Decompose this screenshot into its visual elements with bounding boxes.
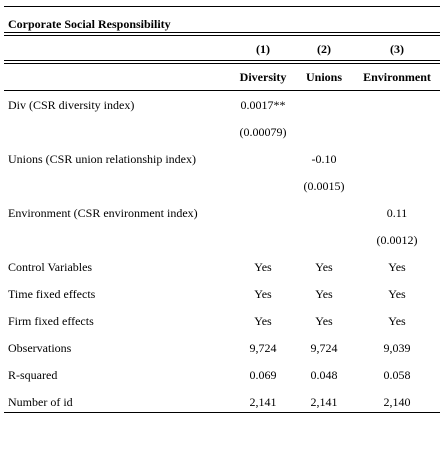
- row-label: Control Variables: [8, 260, 93, 274]
- col-name-diversity: Diversity: [239, 70, 287, 84]
- row-label: R-squared: [8, 368, 58, 382]
- row-label: Unions (CSR union relationship index): [8, 152, 196, 166]
- table-cell: -0.10: [311, 152, 337, 166]
- header-rule-1: [4, 60, 440, 61]
- table-cell: 2,141: [310, 395, 338, 409]
- row-label: Time fixed effects: [8, 287, 96, 301]
- table-cell: 2,141: [249, 395, 277, 409]
- caption-rule-1: [4, 32, 440, 33]
- table-cell: (0.0015): [303, 179, 345, 193]
- header-rule-2: [4, 63, 440, 64]
- table-cell: Yes: [254, 314, 272, 328]
- table-cell: Yes: [388, 287, 406, 301]
- table-cell: 0.0017**: [240, 98, 286, 112]
- table-cell: Yes: [254, 287, 272, 301]
- table-cell: 9,039: [383, 341, 411, 355]
- col-number-1: (1): [256, 42, 270, 56]
- table-cell: Yes: [388, 260, 406, 274]
- table-cell: Yes: [315, 314, 333, 328]
- row-label: Div (CSR diversity index): [8, 98, 135, 112]
- table-cell: 2,140: [383, 395, 411, 409]
- table-cell: Yes: [315, 260, 333, 274]
- caption-rule-2: [4, 35, 440, 36]
- col-name-unions: Unions: [305, 70, 343, 84]
- bottom-rule: [4, 412, 440, 413]
- row-label: Environment (CSR environment index): [8, 206, 198, 220]
- table-cell: (0.0012): [376, 233, 418, 247]
- row-label: Number of id: [8, 395, 73, 409]
- table-caption: Corporate Social Responsibility: [8, 17, 171, 31]
- body-top-rule: [4, 90, 440, 91]
- table-cell: 0.058: [383, 368, 411, 382]
- table-cell: 0.11: [386, 206, 408, 220]
- col-name-environment: Environment: [363, 70, 431, 84]
- table-cell: (0.00079): [239, 125, 287, 139]
- table-cell: 9,724: [310, 341, 338, 355]
- table-cell: 9,724: [249, 341, 277, 355]
- table-cell: Yes: [315, 287, 333, 301]
- table-cell: Yes: [254, 260, 272, 274]
- table-cell: Yes: [388, 314, 406, 328]
- table-cell: 0.069: [249, 368, 277, 382]
- table-cell: 0.048: [310, 368, 338, 382]
- row-label: Observations: [8, 341, 72, 355]
- top-rule: [4, 6, 440, 7]
- row-label: Firm fixed effects: [8, 314, 94, 328]
- col-number-2: (2): [317, 42, 331, 56]
- col-number-3: (3): [390, 42, 404, 56]
